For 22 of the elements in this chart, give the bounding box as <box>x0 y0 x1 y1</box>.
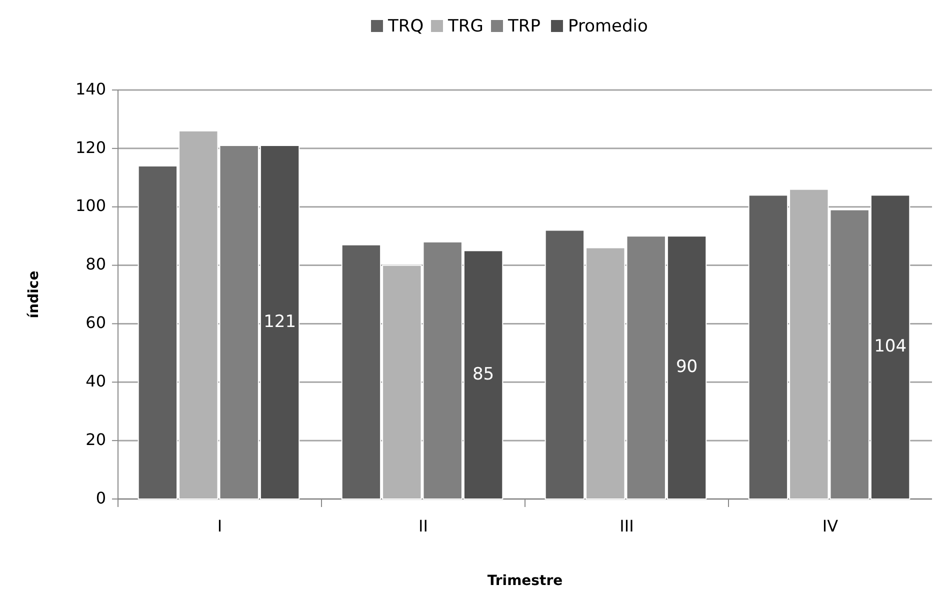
x-axis-title: Trimestre <box>487 573 563 589</box>
data-label: 85 <box>472 364 494 384</box>
legend-label: TRP <box>507 16 540 37</box>
x-tick-label: II <box>418 516 428 536</box>
legend-label: TRQ <box>387 16 424 37</box>
x-tick-label: I <box>217 516 222 536</box>
y-tick-label: 0 <box>96 488 106 508</box>
y-tick-label: 80 <box>86 254 106 274</box>
y-tick-label: 140 <box>75 79 106 98</box>
x-tick-label: IV <box>822 516 838 536</box>
data-label: 121 <box>264 312 296 332</box>
x-tick-label: III <box>620 516 634 536</box>
y-tick-label: 100 <box>75 196 106 216</box>
y-tick-label: 120 <box>75 138 106 157</box>
data-label: 104 <box>874 336 907 357</box>
legend-label: TRG <box>447 16 484 37</box>
legend-label: Promedio <box>568 16 648 37</box>
y-tick-label: 20 <box>86 430 106 449</box>
y-tick-label: 60 <box>86 313 106 332</box>
y-axis-title: índice <box>26 270 42 318</box>
data-label: 90 <box>676 357 698 378</box>
y-tick-label: 40 <box>86 372 106 391</box>
